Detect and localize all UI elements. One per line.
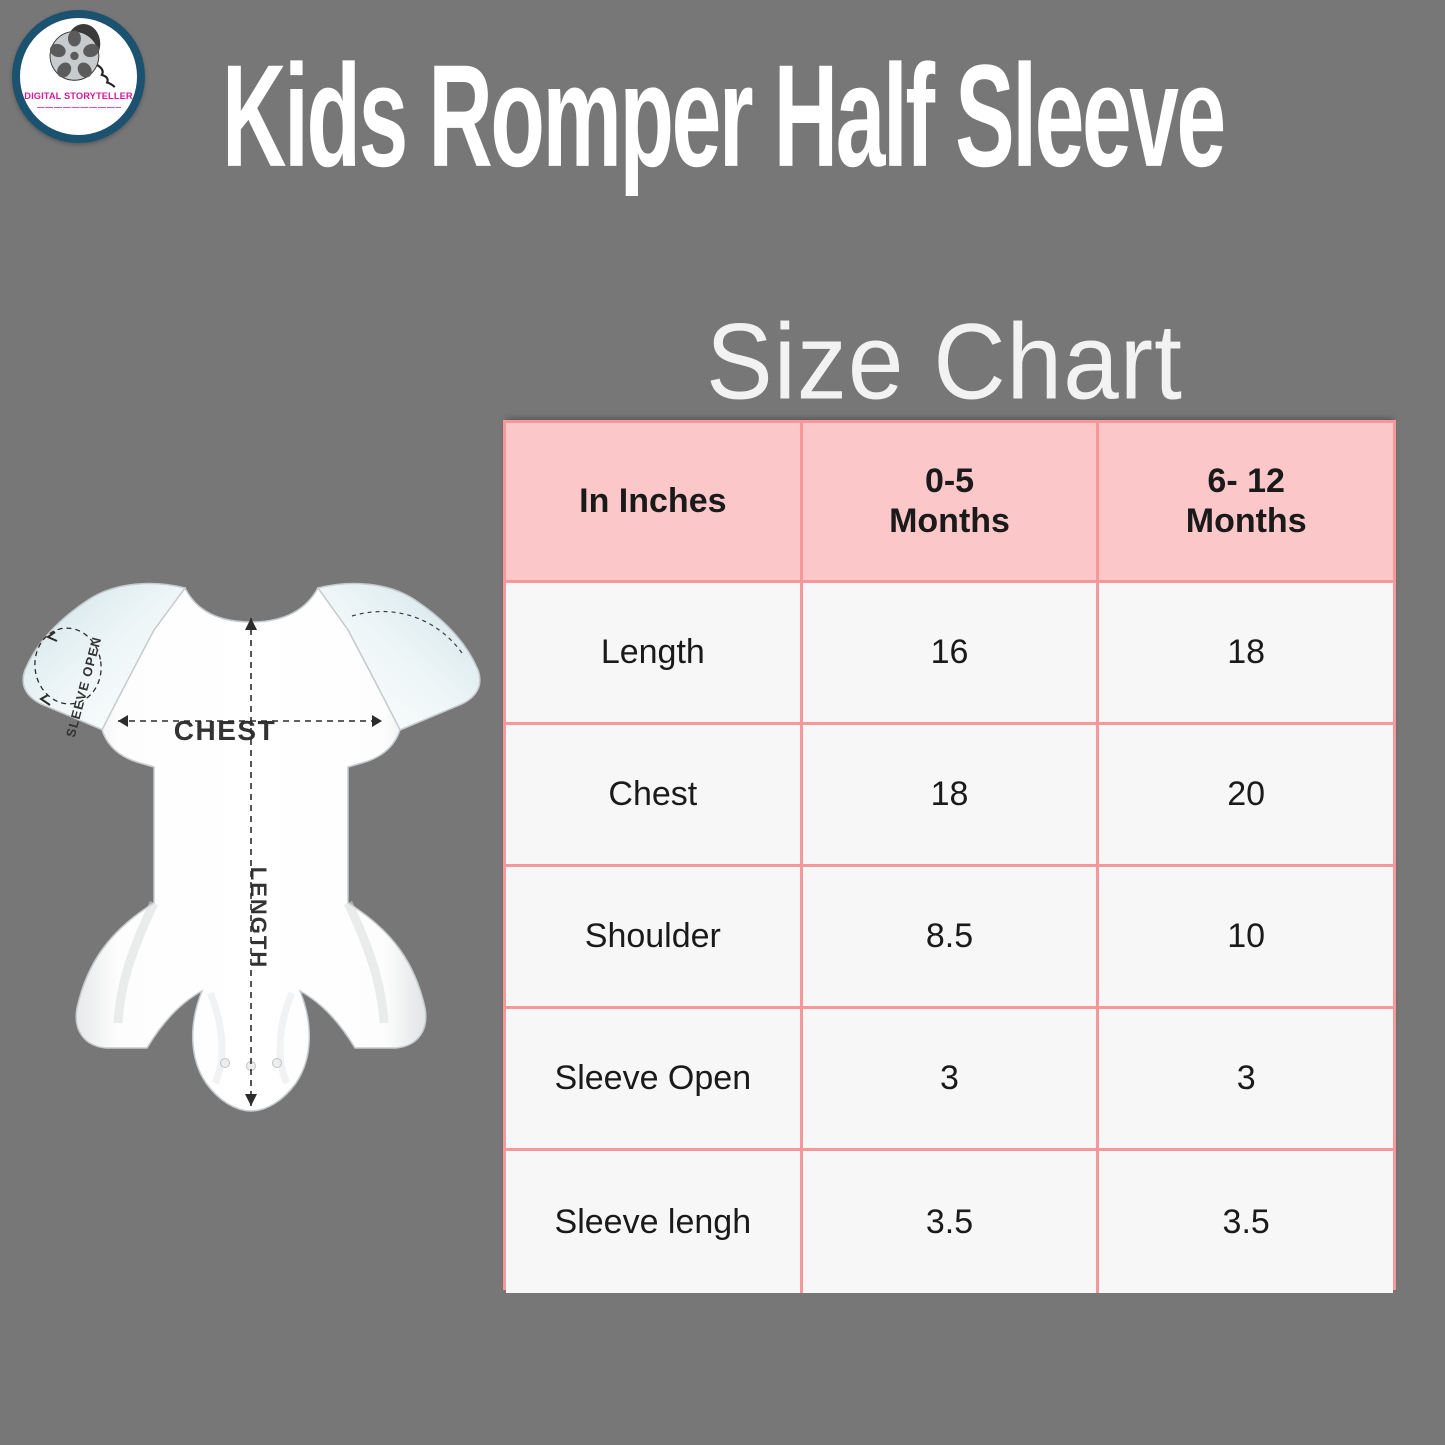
svg-text:CHEST: CHEST: [174, 715, 276, 746]
svg-text:LENGTH: LENGTH: [246, 867, 271, 969]
